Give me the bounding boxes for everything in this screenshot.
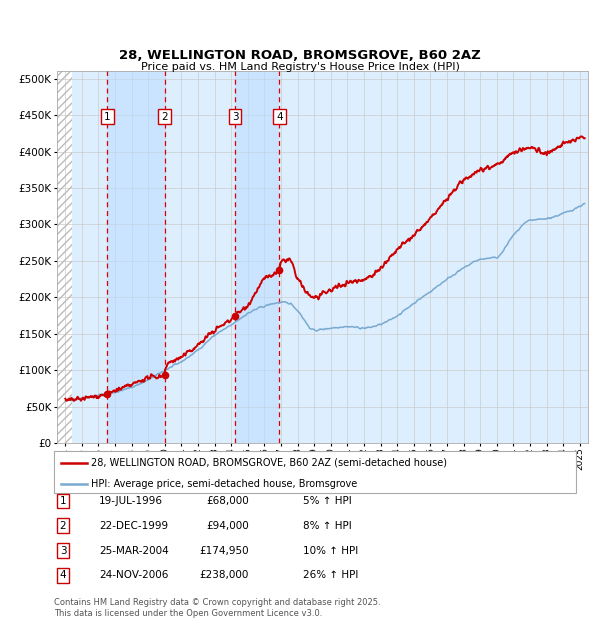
- Text: 1: 1: [104, 112, 111, 122]
- Bar: [107, 71, 164, 443]
- Text: 1: 1: [59, 496, 67, 506]
- Text: 28, WELLINGTON ROAD, BROMSGROVE, B60 2AZ: 28, WELLINGTON ROAD, BROMSGROVE, B60 2AZ: [119, 49, 481, 62]
- Text: Contains HM Land Registry data © Crown copyright and database right 2025.
This d: Contains HM Land Registry data © Crown c…: [54, 598, 380, 618]
- Text: 3: 3: [59, 546, 67, 556]
- Text: £94,000: £94,000: [206, 521, 249, 531]
- Text: 2: 2: [59, 521, 67, 531]
- Text: £174,950: £174,950: [199, 546, 249, 556]
- Text: Price paid vs. HM Land Registry's House Price Index (HPI): Price paid vs. HM Land Registry's House …: [140, 62, 460, 72]
- Text: 8% ↑ HPI: 8% ↑ HPI: [303, 521, 352, 531]
- Text: 5% ↑ HPI: 5% ↑ HPI: [303, 496, 352, 506]
- Text: 4: 4: [276, 112, 283, 122]
- Text: HPI: Average price, semi-detached house, Bromsgrove: HPI: Average price, semi-detached house,…: [91, 479, 358, 489]
- Bar: [57, 71, 72, 443]
- Bar: [235, 71, 280, 443]
- Text: 10% ↑ HPI: 10% ↑ HPI: [303, 546, 358, 556]
- Text: £238,000: £238,000: [200, 570, 249, 580]
- Bar: [57, 71, 72, 443]
- Text: 26% ↑ HPI: 26% ↑ HPI: [303, 570, 358, 580]
- Text: 4: 4: [59, 570, 67, 580]
- Text: 3: 3: [232, 112, 238, 122]
- Text: 19-JUL-1996: 19-JUL-1996: [99, 496, 163, 506]
- Text: 28, WELLINGTON ROAD, BROMSGROVE, B60 2AZ (semi-detached house): 28, WELLINGTON ROAD, BROMSGROVE, B60 2AZ…: [91, 458, 447, 467]
- Text: 2: 2: [161, 112, 168, 122]
- Text: 24-NOV-2006: 24-NOV-2006: [99, 570, 169, 580]
- Text: £68,000: £68,000: [206, 496, 249, 506]
- Text: 25-MAR-2004: 25-MAR-2004: [99, 546, 169, 556]
- Text: 22-DEC-1999: 22-DEC-1999: [99, 521, 168, 531]
